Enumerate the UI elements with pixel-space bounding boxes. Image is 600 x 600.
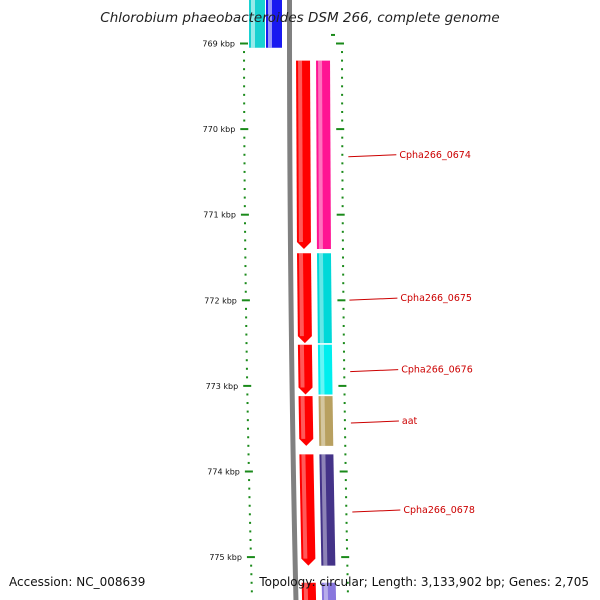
accession-text: Accession: NC_008639 [9,575,146,589]
tick-label: 773 kbp [206,382,239,391]
strand-arrow [299,454,316,566]
scale-ticks-left: 769 kbp 770 kbp 771 kbp 772 kbp 773 kbp 774 k… [202,40,255,593]
gene-highlight [318,60,323,249]
callout-line [352,509,401,513]
callout-line [350,420,399,424]
strand-highlight [298,253,304,337]
gene-block [317,344,333,395]
gene-block [318,396,334,446]
genome-summary-text: Topology: circular; Length: 3,133,902 bp… [259,575,589,589]
gene-highlight [251,0,255,48]
map-title: Chlorobium phaeobacteroides DSM 266, com… [100,10,500,26]
tick-label: 775 kbp [209,553,242,562]
gene-label[interactable]: Cpha266_0675 [400,293,472,304]
strand-highlight [300,396,306,439]
gene-blocks [249,0,337,600]
gene-highlight [321,454,328,566]
strand-arrow [297,344,313,395]
strand-arrow [296,60,311,249]
callout-line [350,369,399,373]
strand-highlight [301,454,308,559]
strand-arrow [301,582,317,600]
strand-highlight [299,344,305,388]
gene-label[interactable]: Cpha266_0678 [403,505,475,516]
gene-block [316,253,332,344]
strand-arrow [298,396,314,446]
gene-block [321,582,337,600]
tick-label: 774 kbp [207,468,240,477]
tick-label: 771 kbp [203,211,236,220]
gene-highlight [319,344,325,395]
tick-label: 772 kbp [204,296,237,305]
gene-highlight [323,582,329,600]
gene-highlight [320,396,326,446]
callout-line [348,154,397,158]
gene-block [319,454,336,566]
strand-highlight [303,582,309,600]
gene-highlight [318,253,324,344]
strand-highlight [298,60,303,242]
genome-backbone [287,0,299,600]
callout-line [349,297,398,301]
gene-highlight [268,0,272,48]
strand-arrows [296,60,317,600]
tick-label: 769 kbp [202,40,235,49]
gene-label[interactable]: aat [402,416,418,427]
tick-label: 770 kbp [203,125,236,134]
gene-block [316,60,331,249]
strand-arrow [296,253,312,344]
gene-label[interactable]: Cpha266_0674 [399,150,471,161]
scale-ticks-right [331,33,350,593]
gene-label[interactable]: Cpha266_0676 [401,365,473,376]
